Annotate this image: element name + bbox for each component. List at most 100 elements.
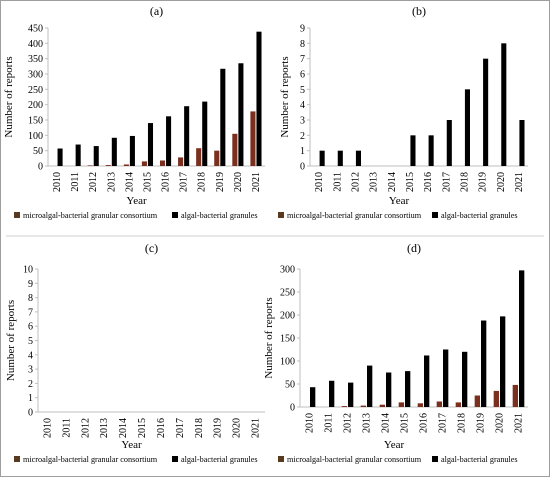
bar-microalgal <box>512 384 518 407</box>
bar-microalgal <box>360 405 366 407</box>
bar-algal <box>75 144 81 166</box>
x-tick-label: 2016 <box>423 172 434 192</box>
y-tick-label: 0 <box>300 162 305 173</box>
x-tick-label: 2021 <box>251 418 262 438</box>
x-axis-label: Year <box>121 439 142 451</box>
y-tick-label: 0 <box>28 408 33 419</box>
bar-microalgal <box>87 165 93 166</box>
x-tick-label: 2019 <box>476 413 487 433</box>
bar-microalgal <box>455 402 461 407</box>
x-tick-label: 2011 <box>324 413 335 433</box>
y-tick-label: 450 <box>28 24 43 35</box>
y-tick-label: 150 <box>28 116 43 127</box>
x-tick-label: 2018 <box>194 418 205 438</box>
x-tick-label: 2021 <box>514 172 525 192</box>
bar-algal <box>184 106 190 166</box>
y-axis-label: Number of reports <box>263 297 275 378</box>
x-tick-label: 2014 <box>124 172 135 192</box>
bar-algal <box>500 316 506 407</box>
y-tick-label: 5 <box>300 85 305 96</box>
bar-microalgal <box>493 390 499 407</box>
x-tick-label: 2020 <box>232 418 243 438</box>
legend-swatch <box>432 456 438 462</box>
y-tick-label: 6 <box>300 70 305 81</box>
y-tick-label: 400 <box>28 39 43 50</box>
chart-panel: (b) 0 1 2 3 4 5 6 7 8 9 2010 2011 2012 2013 2014 2015 201… <box>278 4 528 220</box>
bar-algal <box>220 68 226 166</box>
legend-label: algal-bacterial granules <box>181 455 258 464</box>
y-tick-label: 250 <box>280 288 295 299</box>
legend-label: algal-bacterial granules <box>181 211 258 220</box>
y-tick-label: 100 <box>28 131 43 142</box>
bar-algal <box>519 120 525 166</box>
bar-algal <box>319 150 325 166</box>
bar-algal <box>519 270 525 407</box>
bar-algal <box>348 382 354 407</box>
bar-microalgal <box>178 157 184 166</box>
chart-panel: (d) 0 50 100 150 200 250 300 2010 2011 2012 2013 201… <box>263 241 528 464</box>
bar-microalgal <box>123 164 129 166</box>
y-tick-label: 4 <box>300 100 305 111</box>
x-tick-label: 2017 <box>179 172 190 192</box>
x-tick-label: 2020 <box>496 172 507 192</box>
bar-algal <box>111 137 117 166</box>
x-tick-label: 2012 <box>88 172 99 192</box>
bar-microalgal <box>232 133 238 166</box>
panel-label: (a) <box>150 4 163 18</box>
y-axis-label: Number of reports <box>5 300 17 381</box>
bar-microalgal <box>214 150 220 166</box>
x-tick-label: 2017 <box>438 413 449 433</box>
y-tick-label: 10 <box>23 265 33 276</box>
x-tick-label: 2010 <box>305 413 316 433</box>
bar-algal <box>443 349 449 407</box>
x-tick-label: 2010 <box>314 172 325 192</box>
bar-microalgal <box>141 161 147 166</box>
y-tick-label: 8 <box>300 39 305 50</box>
x-tick-label: 2015 <box>400 413 411 433</box>
bar-algal <box>501 43 507 167</box>
x-tick-label: 2015 <box>142 172 153 192</box>
panel-label: (c) <box>145 241 158 255</box>
legend-swatch <box>432 212 438 218</box>
panel-label: (b) <box>412 4 426 18</box>
y-tick-label: 2 <box>300 131 305 142</box>
bar-microalgal <box>379 404 385 407</box>
legend-swatch <box>14 212 20 218</box>
x-tick-label: 2013 <box>362 413 373 433</box>
x-tick-label: 2017 <box>175 418 186 438</box>
bar-algal <box>446 120 452 166</box>
bar-algal <box>428 135 434 166</box>
bar-algal <box>355 150 362 166</box>
bar-microalgal <box>474 395 480 407</box>
x-tick-label: 2016 <box>419 413 430 433</box>
x-tick-label: 2013 <box>106 172 117 192</box>
y-tick-label: 8 <box>28 293 33 304</box>
y-tick-label: 100 <box>280 357 295 368</box>
bar-microalgal <box>105 165 111 166</box>
bar-algal <box>129 135 135 166</box>
x-tick-label: 2012 <box>350 172 361 192</box>
bar-algal <box>464 89 471 166</box>
y-tick-label: 200 <box>280 311 295 322</box>
y-tick-label: 1 <box>300 146 305 157</box>
bar-algal <box>405 371 411 407</box>
x-axis-label: Year <box>389 195 410 207</box>
x-tick-label: 2020 <box>233 172 244 192</box>
bar-algal <box>329 380 335 407</box>
y-tick-label: 5 <box>28 336 33 347</box>
y-tick-label: 3 <box>28 365 33 376</box>
bar-algal <box>410 135 416 166</box>
bar-algal <box>367 365 373 407</box>
bar-microalgal <box>196 148 202 166</box>
x-tick-label: 2016 <box>161 172 172 192</box>
bar-algal <box>483 58 489 166</box>
chart-panel: (c) 0 1 2 3 4 5 6 7 8 9 10 2010 2011 2012 2013 2014 2015 2… <box>5 241 265 464</box>
bar-algal <box>238 63 244 167</box>
y-tick-label: 0 <box>290 403 295 414</box>
legend-swatch <box>14 456 20 462</box>
bar-microalgal <box>398 402 404 407</box>
y-tick-label: 50 <box>33 146 43 157</box>
legend-swatch <box>278 456 284 462</box>
x-axis-label: Year <box>384 439 405 451</box>
x-tick-label: 2018 <box>457 413 468 433</box>
